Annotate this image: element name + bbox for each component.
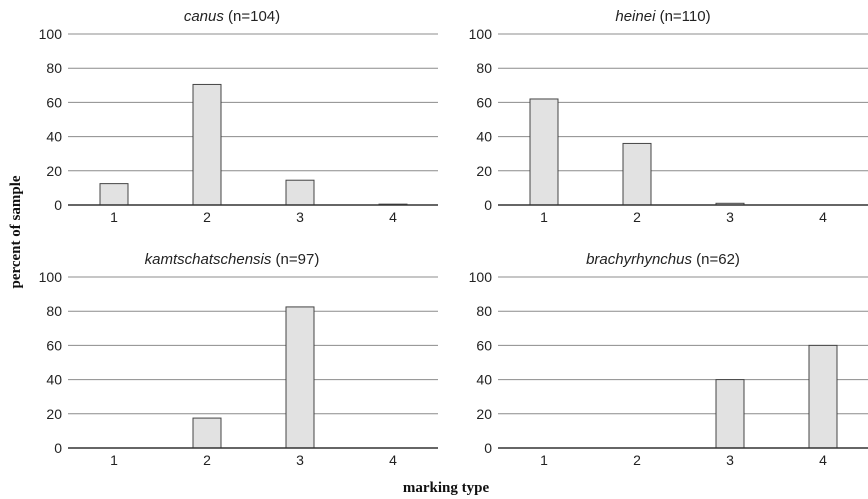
panel-title: canus (n=104) — [184, 8, 280, 25]
y-tick-label: 60 — [476, 94, 492, 110]
panel-title-species: heinei — [615, 8, 656, 25]
y-tick-label: 100 — [39, 269, 63, 285]
x-tick-label: 1 — [110, 452, 118, 468]
x-tick-label: 2 — [203, 452, 211, 468]
y-tick-label: 80 — [476, 60, 492, 76]
bar-4 — [808, 344, 838, 449]
x-tick-label: 3 — [296, 452, 304, 468]
y-tick-label: 0 — [54, 440, 62, 456]
y-tick-label: 80 — [476, 303, 492, 319]
x-tick-label: 3 — [726, 452, 734, 468]
y-tick-label: 80 — [46, 303, 62, 319]
panel-title-sample-size: (n=104) — [224, 8, 280, 25]
y-tick-label: 0 — [54, 197, 62, 213]
bar-3 — [715, 379, 745, 449]
x-tick-label: 1 — [540, 452, 548, 468]
bar-1 — [529, 98, 559, 206]
y-tick-label: 40 — [476, 129, 492, 145]
y-tick-label: 0 — [484, 197, 492, 213]
y-tick-label: 100 — [469, 26, 493, 42]
y-tick-label: 40 — [46, 372, 62, 388]
panel-1: 0 20 40 60 80 100 1 2 3 4 canus (n=104) — [39, 8, 438, 225]
y-tick-label: 20 — [46, 163, 62, 179]
x-tick-label: 2 — [203, 209, 211, 225]
y-tick-label: 20 — [46, 406, 62, 422]
y-tick-label: 40 — [476, 372, 492, 388]
panel-title-species: kamtschatschensis — [145, 251, 272, 268]
y-tick-label: 0 — [484, 440, 492, 456]
x-tick-label: 4 — [819, 209, 827, 225]
x-tick-label: 3 — [296, 209, 304, 225]
panel-title-species: brachyrhynchus — [586, 251, 692, 268]
x-tick-label: 4 — [389, 209, 397, 225]
panel-title-sample-size: (n=110) — [655, 8, 710, 25]
x-tick-label: 4 — [389, 452, 397, 468]
x-tick-label: 4 — [819, 452, 827, 468]
panel-4: 0 20 40 60 80 100 1 2 3 4 brachyrhynchus (n=62) — [469, 251, 868, 468]
bar-3 — [285, 179, 315, 206]
bar-2 — [192, 417, 222, 449]
y-tick-label: 60 — [46, 94, 62, 110]
bar-3 — [285, 306, 315, 449]
panel-2: 0 20 40 60 80 100 1 2 3 4 heinei (n=110) — [469, 8, 868, 225]
y-tick-label: 20 — [476, 163, 492, 179]
y-tick-label: 20 — [476, 406, 492, 422]
x-tick-label: 3 — [726, 209, 734, 225]
panel-3: 0 20 40 60 80 100 1 2 3 4 kamtschatschensis (n=97) — [39, 251, 438, 468]
x-tick-label: 2 — [633, 452, 641, 468]
y-tick-label: 40 — [46, 129, 62, 145]
y-tick-label: 100 — [39, 26, 63, 42]
x-axis-title: marking type — [403, 480, 490, 496]
panel-title: heinei (n=110) — [615, 8, 710, 25]
bar-2 — [192, 83, 222, 206]
panel-title: brachyrhynchus (n=62) — [586, 251, 740, 268]
y-tick-label: 80 — [46, 60, 62, 76]
panel-title: kamtschatschensis (n=97) — [145, 251, 320, 268]
bar-2 — [622, 142, 652, 206]
y-tick-label: 60 — [46, 337, 62, 353]
y-tick-label: 100 — [469, 269, 493, 285]
x-tick-label: 2 — [633, 209, 641, 225]
panel-title-sample-size: (n=97) — [271, 251, 319, 268]
y-axis-title: percent of sample — [8, 175, 24, 288]
y-tick-label: 60 — [476, 337, 492, 353]
bar-1 — [99, 183, 129, 206]
panel-title-species: canus — [184, 8, 225, 25]
panel-title-sample-size: (n=62) — [692, 251, 740, 268]
x-tick-label: 1 — [540, 209, 548, 225]
x-tick-label: 1 — [110, 209, 118, 225]
